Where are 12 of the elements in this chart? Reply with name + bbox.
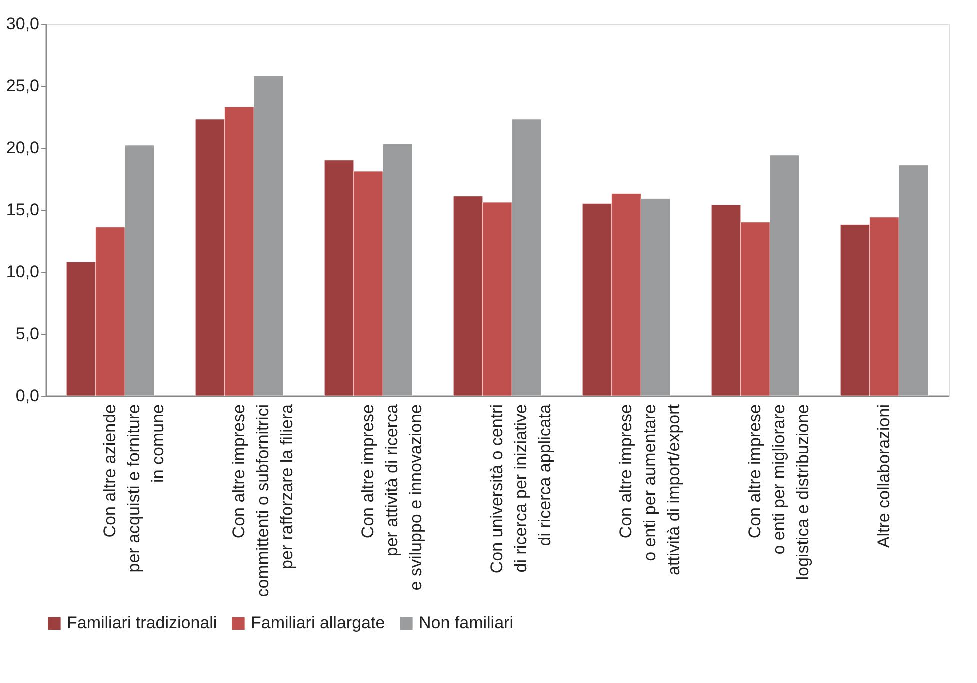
y-tick-label: 15,0 <box>6 200 40 220</box>
y-tick-label: 0,0 <box>16 386 40 406</box>
x-tick-label: Con altre aziende per acquisti e forniture in comune <box>100 404 168 573</box>
y-tick-label: 25,0 <box>6 76 40 96</box>
legend-label: Familiari tradizionali <box>67 614 218 633</box>
legend-label: Non familiari <box>419 614 514 633</box>
legend-label: Familiari allargate <box>251 614 386 633</box>
y-tick-label: 5,0 <box>16 324 40 344</box>
x-tick-label: Altre collaborazioni <box>874 404 894 548</box>
y-tick-label: 10,0 <box>6 262 40 282</box>
y-tick-label: 30,0 <box>6 14 40 34</box>
y-tick-label: 20,0 <box>6 138 40 158</box>
